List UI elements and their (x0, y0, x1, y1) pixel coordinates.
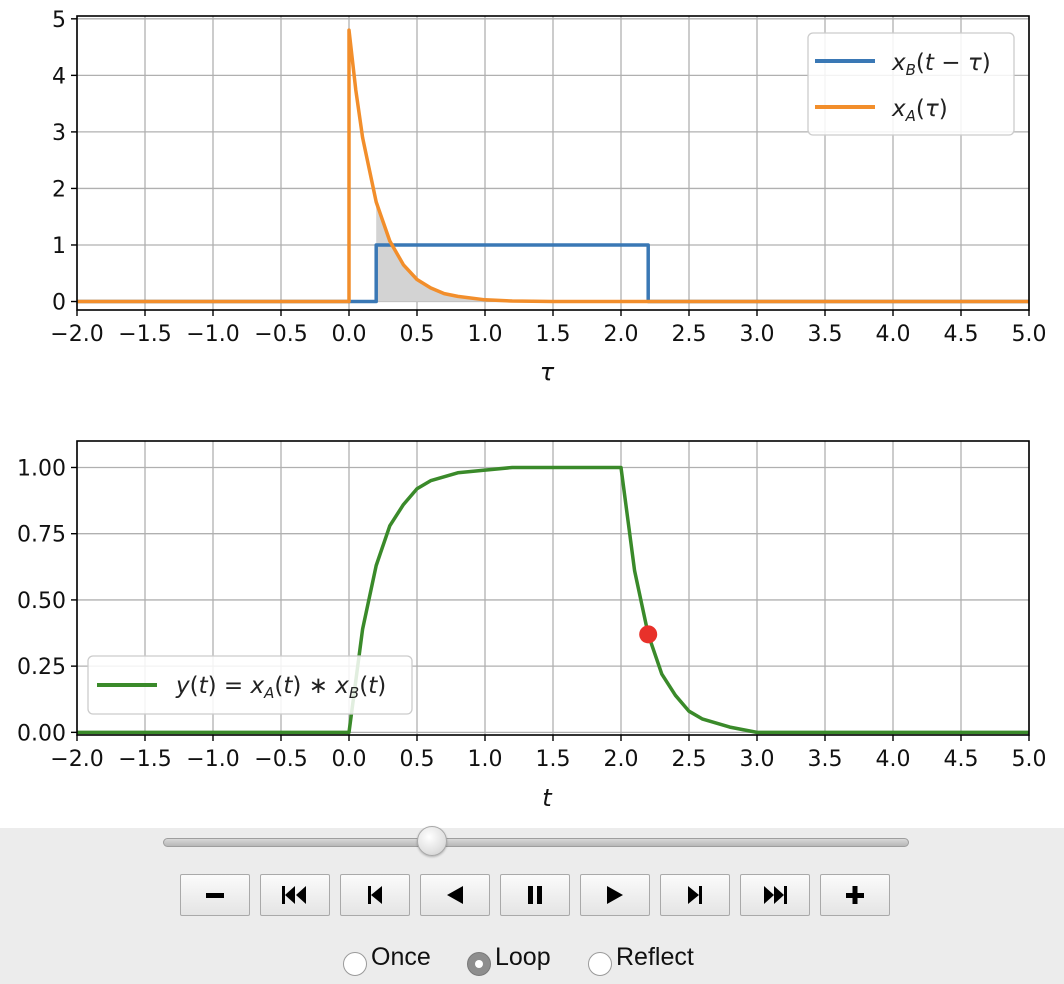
x-tick-label: −1.0 (186, 747, 239, 772)
step-back-icon (368, 886, 382, 904)
x-axis-label: t (542, 784, 553, 812)
y-tick-label: 0 (52, 291, 66, 316)
x-tick-label: −1.5 (118, 322, 171, 347)
playback-buttons (180, 874, 900, 918)
x-tick-label: 2.5 (672, 747, 707, 772)
x-tick-label: −1.5 (118, 747, 171, 772)
y-tick-label: 3 (52, 121, 66, 146)
legend-label-xB: xB(t − τ) (891, 50, 991, 79)
x-tick-label: 2.0 (604, 322, 639, 347)
x-tick-label: 4.5 (944, 747, 979, 772)
previous-frame-button[interactable] (340, 874, 410, 916)
mode-loop-label: Loop (495, 942, 551, 971)
series-line-xA (77, 28, 1029, 304)
y-tick-label: 0.00 (17, 721, 66, 746)
x-tick-label: −2.0 (50, 322, 103, 347)
mode-once-radio[interactable]: Once (343, 938, 431, 976)
x-axis: −2.0 −1.5 −1.0 −0.5 0.0 0.5 1.0 1.5 2.0 2.5 3.0 3.5… (50, 310, 1047, 347)
frame-slider-track[interactable] (163, 838, 909, 847)
x-tick-label: 4.0 (876, 322, 911, 347)
next-frame-button[interactable] (660, 874, 730, 916)
x-axis-label: τ (540, 358, 555, 386)
decrease-speed-button[interactable] (180, 874, 250, 916)
x-tick-label: 1.5 (536, 322, 571, 347)
convolution-overlap-chart: −2.0 −1.5 −1.0 −0.5 0.0 0.5 1.0 1.5 2.0 2.5 3.0 3.5… (50, 8, 1046, 386)
y-axis: 0 1 2 3 4 5 (52, 8, 77, 316)
y-axis: 0.00 0.25 0.50 0.75 1.00 (17, 456, 77, 746)
x-tick-label: 1.0 (468, 747, 503, 772)
x-tick-label: 3.0 (740, 747, 775, 772)
y-tick-label: 1 (52, 234, 66, 259)
y-tick-label: 5 (52, 8, 66, 33)
y-tick-label: 2 (52, 177, 66, 202)
overlap-area (376, 202, 649, 302)
current-time-marker (639, 625, 658, 644)
x-tick-label: 0.0 (332, 322, 367, 347)
y-tick-label: 0.25 (17, 655, 66, 680)
legend: y(t) = xA(t) ∗ xB(t) (87, 655, 413, 715)
x-tick-label: 0.0 (332, 747, 367, 772)
play-reverse-icon (447, 886, 463, 904)
series-line-y (77, 465, 1029, 735)
radio-checked-icon (467, 952, 491, 976)
x-tick-label: −0.5 (254, 747, 307, 772)
x-axis: −2.0 −1.5 −1.0 −0.5 0.0 0.5 1.0 1.5 2.0 2.5 3.0 3.5… (50, 735, 1047, 772)
plus-icon (846, 886, 864, 904)
mode-reflect-radio[interactable]: Reflect (588, 938, 694, 976)
x-tick-label: 1.0 (468, 322, 503, 347)
y-tick-label: 0.75 (17, 523, 66, 548)
y-tick-label: 4 (52, 64, 66, 89)
legend-label-xA: xA(τ) (891, 96, 948, 125)
step-forward-icon (688, 886, 702, 904)
x-tick-label: 3.0 (740, 322, 775, 347)
increase-speed-button[interactable] (820, 874, 890, 916)
x-tick-label: −2.0 (50, 747, 103, 772)
y-tick-label: 1.00 (17, 456, 66, 481)
x-tick-label: 5.0 (1012, 322, 1047, 347)
x-tick-label: 2.5 (672, 322, 707, 347)
skip-to-end-icon (764, 886, 787, 904)
radio-unchecked-icon (343, 952, 367, 976)
legend-label-y: y(t) = xA(t) ∗ xB(t) (175, 673, 386, 702)
frame-slider-thumb[interactable] (416, 826, 447, 856)
mode-once-label: Once (371, 942, 431, 971)
legend: xB(t − τ) xA(τ) (807, 32, 1015, 136)
pause-icon (528, 886, 542, 904)
x-tick-label: 4.0 (876, 747, 911, 772)
mode-reflect-label: Reflect (616, 942, 694, 971)
last-frame-button[interactable] (740, 874, 810, 916)
legend-box (87, 655, 413, 715)
play-reverse-button[interactable] (420, 874, 490, 916)
x-tick-label: −0.5 (254, 322, 307, 347)
x-tick-label: 0.5 (400, 747, 435, 772)
x-tick-label: 2.0 (604, 747, 639, 772)
play-forward-button[interactable] (580, 874, 650, 916)
x-tick-label: −1.0 (186, 322, 239, 347)
legend-box (807, 32, 1015, 136)
mode-loop-radio[interactable]: Loop (467, 938, 551, 976)
minus-icon (206, 893, 224, 898)
x-tick-label: 1.5 (536, 747, 571, 772)
x-tick-label: 3.5 (808, 747, 843, 772)
x-tick-label: 4.5 (944, 322, 979, 347)
x-tick-label: 3.5 (808, 322, 843, 347)
pause-button[interactable] (500, 874, 570, 916)
convolution-output-chart: −2.0 −1.5 −1.0 −0.5 0.0 0.5 1.0 1.5 2.0 2.5 3.0 3.5… (17, 440, 1047, 812)
radio-unchecked-icon (588, 952, 612, 976)
skip-to-start-icon (282, 886, 306, 904)
play-icon (607, 886, 623, 904)
plots-canvas: −2.0 −1.5 −1.0 −0.5 0.0 0.5 1.0 1.5 2.0 2.5 3.0 3.5… (17, 8, 1047, 812)
x-tick-label: 5.0 (1012, 747, 1047, 772)
first-frame-button[interactable] (260, 874, 330, 916)
y-tick-label: 0.50 (17, 589, 66, 614)
x-tick-label: 0.5 (400, 322, 435, 347)
